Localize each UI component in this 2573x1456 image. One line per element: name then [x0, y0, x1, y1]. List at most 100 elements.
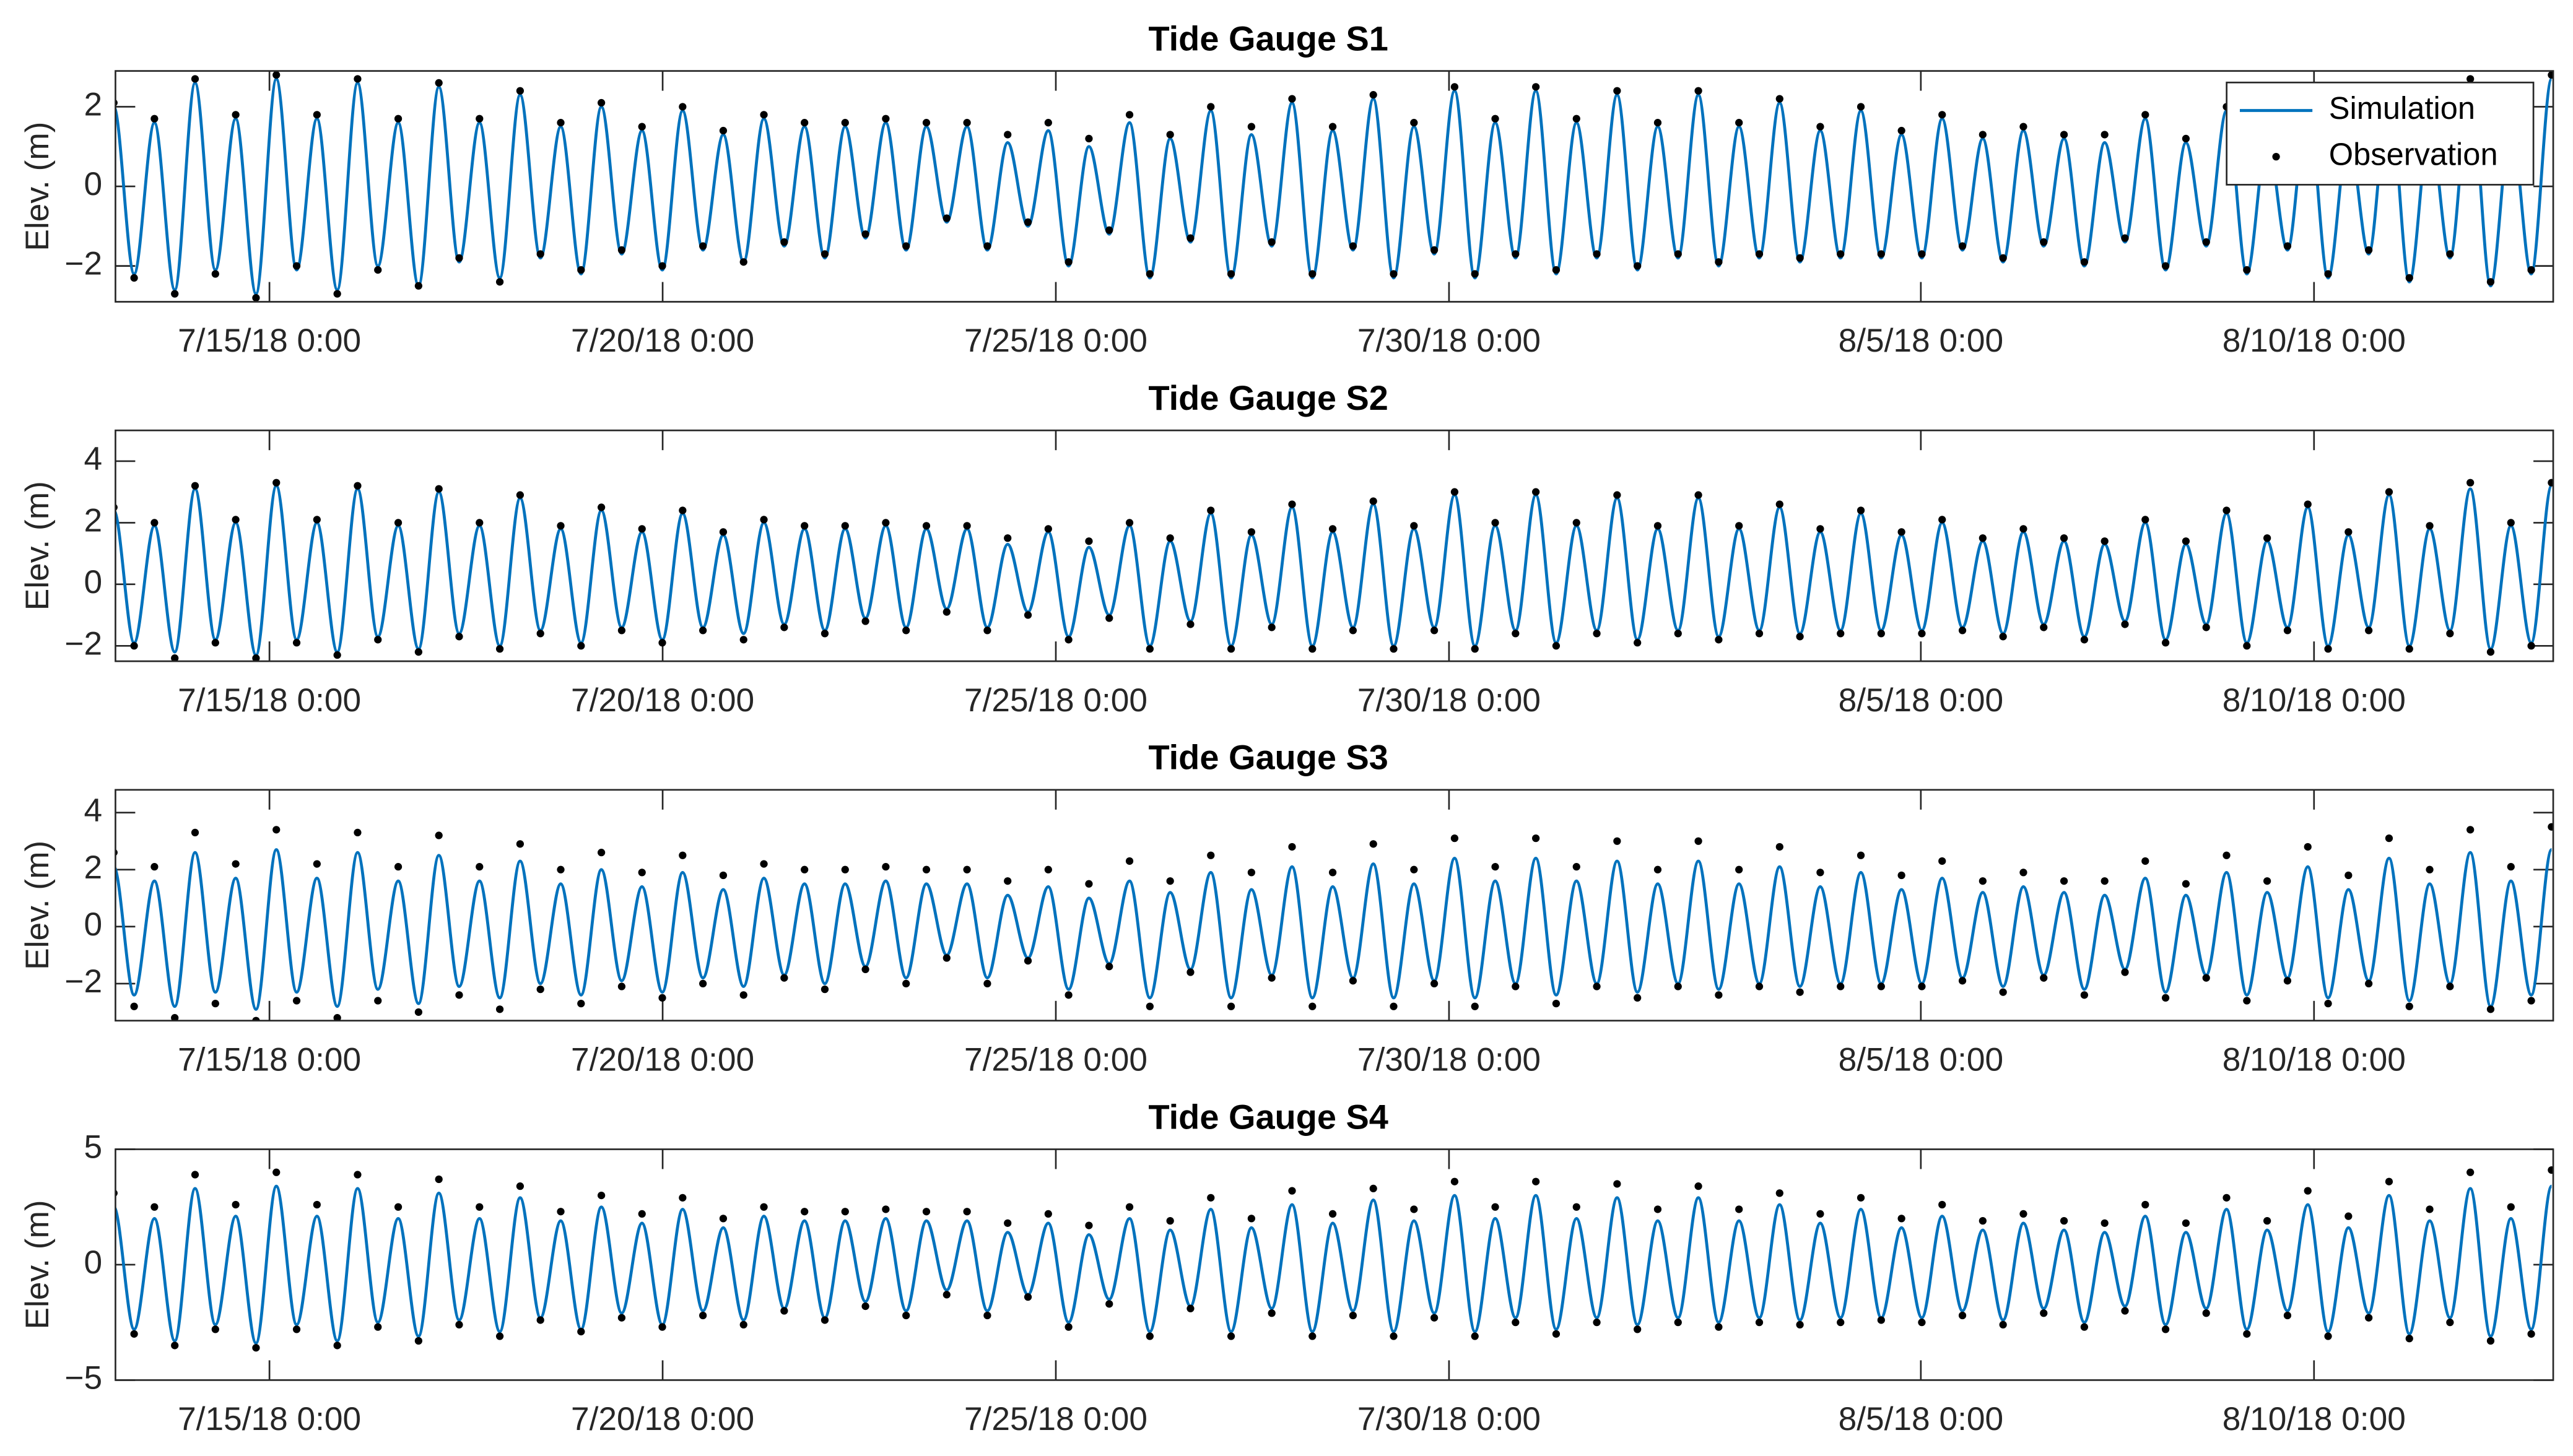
observation-dot — [1796, 254, 1804, 262]
observation-dot — [1979, 131, 1987, 139]
observation-dot — [1775, 500, 1783, 508]
observation-dot — [2548, 71, 2554, 79]
observation-dot — [1572, 519, 1580, 527]
observation-dot — [2161, 262, 2170, 270]
observation-dot — [2243, 266, 2251, 274]
y-tick-label: −2 — [64, 625, 102, 662]
observation-dot — [2385, 488, 2393, 496]
observation-dot — [2304, 1187, 2312, 1195]
observation-dot — [2486, 1005, 2495, 1013]
observation-dot — [2405, 1335, 2413, 1343]
observation-dot — [313, 1200, 321, 1209]
observation-dot — [1390, 270, 1398, 278]
observation-dot — [252, 1016, 260, 1021]
observation-dot — [435, 79, 443, 87]
observation-dot — [2507, 519, 2515, 527]
observation-dot — [2080, 258, 2089, 266]
observation-dot — [1837, 250, 1845, 258]
observation-dot — [1044, 1210, 1052, 1218]
x-tick-label: 8/5/18 0:00 — [1839, 1041, 2003, 1078]
observation-dot — [1653, 522, 1662, 530]
observation-dot — [2161, 639, 2170, 647]
observation-dot — [1653, 119, 1662, 127]
observation-dot — [1369, 1184, 1377, 1193]
axes-box — [115, 70, 2554, 303]
observation-dot — [1125, 519, 1134, 527]
observation-dot — [2385, 1177, 2393, 1185]
observation-dot — [495, 1005, 504, 1013]
observation-dot — [191, 1171, 199, 1179]
observation-dot — [2141, 1200, 2149, 1209]
plot-area — [115, 430, 2554, 662]
observation-dot — [1328, 123, 1337, 131]
observation-dot — [1958, 242, 1967, 250]
y-tick-label: 0 — [84, 564, 103, 600]
observation-dot — [1390, 1332, 1398, 1340]
observation-dot — [1572, 863, 1580, 871]
observation-dot — [1694, 491, 1702, 499]
observation-dot — [1308, 1002, 1317, 1010]
observation-dot — [1268, 974, 1276, 982]
observation-dot — [2223, 506, 2231, 514]
observation-dot — [1410, 1205, 1418, 1213]
observation-dot — [2405, 645, 2413, 653]
observation-dot — [841, 119, 849, 127]
observation-dot — [2263, 877, 2271, 885]
observation-dot — [2141, 516, 2149, 524]
observation-dot — [1471, 645, 1479, 653]
observation-dot — [1512, 982, 1520, 990]
plot-area — [115, 71, 2554, 302]
y-tick-label: 0 — [84, 166, 103, 202]
observation-dot — [1857, 1194, 1865, 1202]
observation-dot — [1308, 645, 1317, 653]
observation-dot — [1105, 1300, 1113, 1308]
observation-dot — [2527, 1330, 2535, 1338]
observation-dot — [760, 1203, 768, 1211]
observation-dot — [658, 994, 666, 1002]
legend-label: Simulation — [2329, 90, 2475, 126]
observation-dot — [1268, 1309, 1276, 1317]
observation-dot — [1999, 1320, 2007, 1329]
observation-dot — [1938, 516, 1946, 524]
observation-dot — [516, 87, 525, 95]
observation-dot — [902, 242, 910, 250]
observation-dot — [699, 626, 707, 635]
observation-dot — [516, 840, 525, 848]
observation-dot — [2486, 278, 2495, 286]
y-tick-label: 4 — [84, 441, 103, 477]
observation-dot — [1288, 95, 1296, 103]
observation-dot — [1552, 642, 1561, 650]
observation-dot — [2426, 1205, 2434, 1213]
observation-dot — [1430, 246, 1439, 254]
x-tick-label: 7/30/18 0:00 — [1357, 682, 1541, 719]
observation-dot — [211, 1000, 219, 1008]
observation-dot — [414, 1008, 422, 1016]
observation-dot — [2324, 1332, 2332, 1340]
observation-dot — [2019, 1210, 2027, 1218]
observation-dot — [1410, 119, 1418, 127]
observation-dot — [2466, 826, 2475, 834]
observation-dot — [2548, 1166, 2554, 1174]
observation-dot — [861, 617, 869, 625]
x-tick-label: 8/10/18 0:00 — [2223, 323, 2406, 359]
observation-dot — [252, 293, 260, 302]
observation-dot — [292, 262, 301, 270]
plot-area — [115, 789, 2554, 1021]
chart-title: Tide Gauge S3 — [1148, 738, 1388, 777]
observation-dot — [739, 258, 747, 266]
observation-dot — [1552, 1330, 1561, 1338]
series-line — [115, 848, 2553, 1011]
observation-dot — [130, 642, 138, 650]
observation-dot — [2202, 623, 2210, 631]
observation-dot — [1186, 620, 1195, 628]
observation-dot — [780, 974, 788, 982]
observation-dot — [1877, 1316, 1885, 1324]
observation-dot — [2121, 234, 2129, 242]
observation-dot — [1227, 645, 1235, 653]
observation-dot — [1532, 488, 1540, 496]
legend-box — [2226, 81, 2535, 186]
observation-dot — [963, 522, 971, 530]
x-tick-label: 7/30/18 0:00 — [1357, 1401, 1541, 1437]
observation-dot — [2527, 997, 2535, 1005]
x-tick-label: 8/5/18 0:00 — [1839, 1401, 2003, 1437]
